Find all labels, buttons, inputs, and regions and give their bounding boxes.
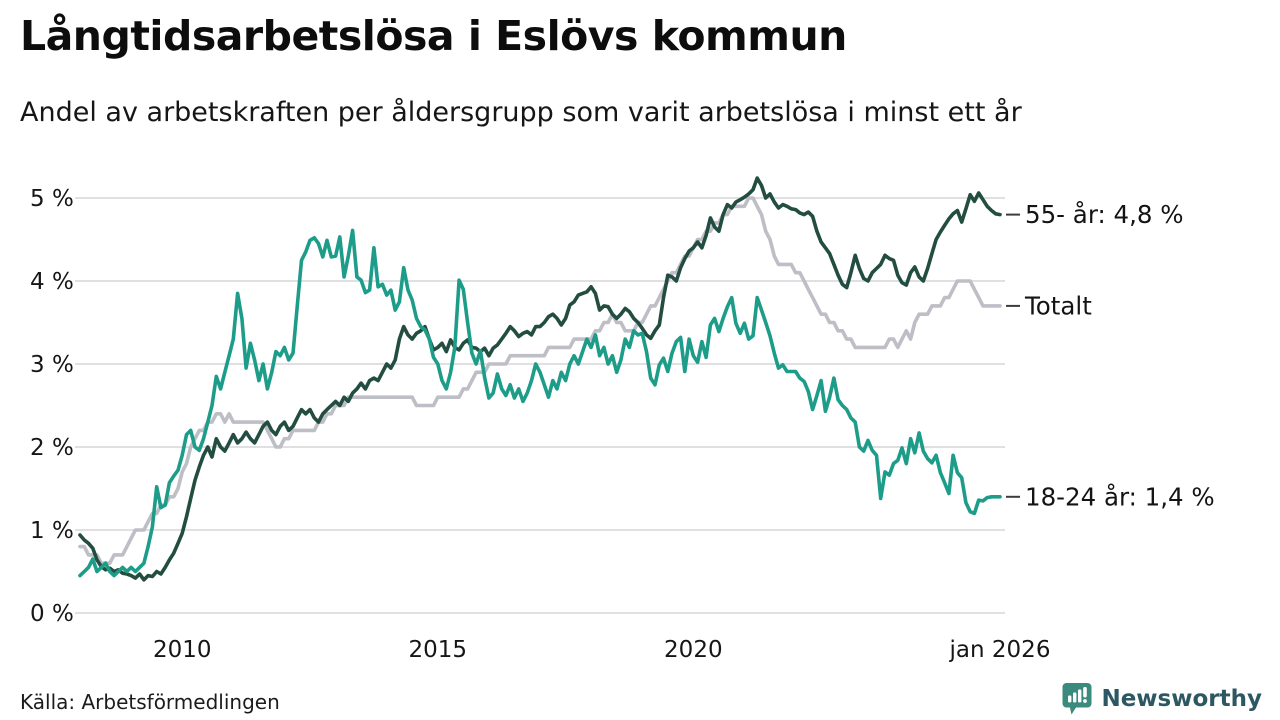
series-label-Totalt: Totalt (1024, 291, 1092, 320)
series-label-18-24-år: 18-24 år: 1,4 % (1025, 482, 1215, 511)
series-line-55--år (78, 176, 1002, 582)
newsworthy-bubble-chart-icon (1062, 682, 1093, 716)
page-subtitle: Andel av arbetskraften per åldersgrupp s… (20, 97, 1022, 128)
y-axis-label-3%: 3 % (30, 352, 74, 378)
y-axis-label-5%: 5 % (30, 186, 74, 212)
page-title: Långtidsarbetslösa i Eslövs kommun (20, 12, 847, 60)
x-axis-label-2010: 2010 (153, 637, 212, 663)
y-axis-label-2%: 2 % (30, 435, 74, 461)
series-line-Totalt (78, 196, 1002, 566)
y-axis-label-4%: 4 % (30, 269, 74, 295)
y-axis-label-1%: 1 % (30, 518, 74, 544)
newsworthy-logo-text: Newsworthy (1101, 686, 1262, 712)
y-axis-label-0%: 0 % (30, 601, 74, 627)
x-axis-label-2020: 2020 (664, 637, 723, 663)
x-axis-label-2015: 2015 (409, 637, 468, 663)
x-axis-label-jan-2026: jan 2026 (949, 637, 1051, 663)
source-note: Källa: Arbetsförmedlingen (20, 690, 280, 714)
series-line-18-24-år (78, 228, 1002, 578)
newsworthy-logo: Newsworthy (1062, 682, 1262, 716)
series-label-55--år: 55- år: 4,8 % (1025, 200, 1184, 229)
